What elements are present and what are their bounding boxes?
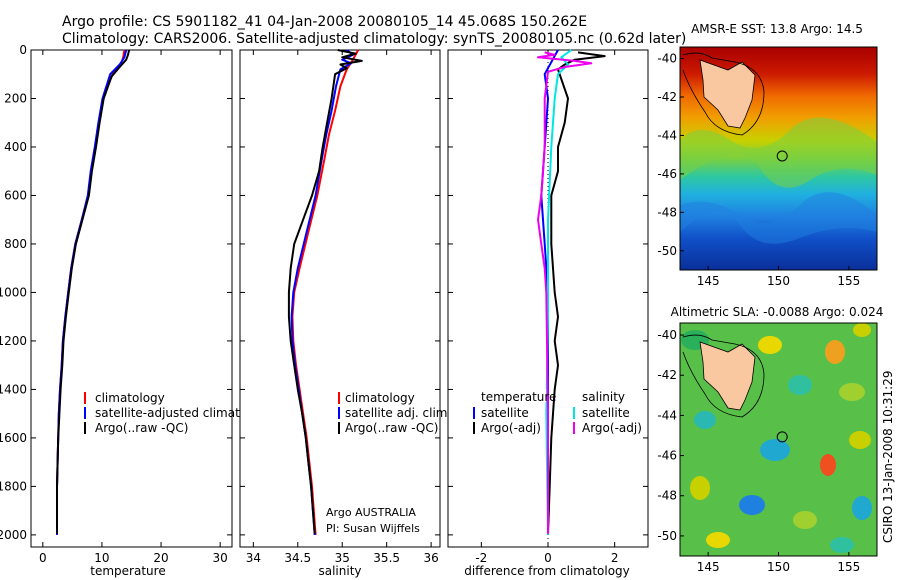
temp-series-line-2: [56, 49, 131, 534]
map-y-tick-label: -48: [657, 205, 677, 219]
sst-map-ticks: 145 150 155 -40 -42 -44 -46 -48 -50: [657, 52, 860, 288]
figure-title-line1: Argo profile: CS 5901182_41 04-Jan-2008 …: [62, 14, 587, 30]
map-y-tick-label: -44: [657, 128, 677, 142]
map-y-tick-label: -46: [657, 449, 677, 463]
map-y-tick-label: -40: [657, 328, 677, 342]
difference-legend-salinity-title: salinity: [582, 390, 625, 404]
sst-profile-location-marker: [776, 150, 788, 162]
difference-y-ticks: [448, 49, 648, 536]
salinity-x-label: salinity: [318, 564, 361, 578]
difference-legend-sal-argo: Argo(-adj): [582, 421, 642, 435]
y-tick-label: 400: [4, 140, 27, 154]
temperature-series-lines: [56, 49, 131, 535]
temperature-legend-satellite: satellite-adjusted climatology: [95, 406, 273, 420]
y-tick-label: 1000: [0, 285, 27, 299]
map-y-tick-label: -40: [657, 52, 677, 66]
sal-x-tick-label: 34: [246, 551, 261, 565]
map-y-tick-label: -50: [657, 529, 677, 543]
sla-profile-location-marker: [776, 431, 788, 443]
salinity-legend-climatology: climatology: [345, 391, 415, 405]
temperature-x-label: temperature: [90, 564, 165, 578]
salinity-x-axis: 34 34.5 35 35.5 36: [246, 50, 439, 565]
csiro-timestamp-label: CSIRO 13-Jan-2008 10:31:29: [881, 371, 895, 543]
map-x-tick-label: 155: [837, 560, 860, 574]
sal-series-line-2: [287, 49, 363, 534]
salinity-axes-frame: [239, 49, 441, 548]
map-x-tick-label: 150: [767, 560, 790, 574]
y-tick-label: 600: [4, 188, 27, 202]
map-y-tick-label: -44: [657, 408, 677, 422]
y-tick-label: 1600: [0, 431, 27, 445]
difference-legend: temperature salinity satellite Argo(-adj…: [473, 389, 642, 435]
sal-x-tick-label: 36: [423, 551, 438, 565]
difference-legend-temp-argo: Argo(-adj): [481, 421, 541, 435]
map-y-tick-label: -48: [657, 489, 677, 503]
salinity-annotation-pi: PI: Susan Wijffels: [326, 522, 420, 535]
salinity-series-lines: [287, 49, 363, 535]
temp-x-tick-label: 10: [94, 551, 109, 565]
temperature-legend: climatology satellite-adjusted climatolo…: [84, 391, 273, 435]
difference-legend-temp-satellite: satellite: [481, 406, 529, 420]
sla-map-title: Altimetric SLA: -0.0088 Argo: 0.024: [671, 305, 884, 319]
diff-series-line-3: [537, 51, 593, 534]
temp-x-tick-label: 30: [213, 551, 228, 565]
sal-x-tick-label: 35.5: [373, 551, 400, 565]
map-x-tick-label: 145: [697, 560, 720, 574]
temperature-x-axis: 0 10 20 30: [39, 50, 228, 565]
y-tick-label: 0: [19, 43, 27, 57]
difference-legend-bg: [474, 389, 546, 402]
map-x-tick-label: 145: [697, 274, 720, 288]
map-y-tick-label: -42: [657, 368, 677, 382]
temperature-legend-climatology: climatology: [95, 391, 165, 405]
y-tick-label: 800: [4, 237, 27, 251]
diff-x-tick-label: 0: [544, 551, 552, 565]
temp-x-tick-label: 0: [39, 551, 47, 565]
y-tick-label: 200: [4, 91, 27, 105]
diff-x-tick-label: 2: [611, 551, 619, 565]
temperature-y-axis: 0 200 400 600 800 1000 1200 1400 1600 1800 2000: [0, 43, 232, 542]
difference-legend-sal-satellite: satellite: [582, 406, 630, 420]
map-y-tick-label: -42: [657, 90, 677, 104]
sla-map-ticks: 145 150 155 -40 -42 -44 -46 -48 -50: [657, 328, 860, 574]
sst-shelf-contour: [682, 52, 765, 136]
y-tick-label: 2000: [0, 528, 27, 542]
sla-map-panel: Altimetric SLA: -0.0088 Argo: 0.024: [657, 305, 883, 574]
salinity-panel: 34 34.5 35 35.5 36 salinity climatology sate…: [239, 49, 451, 578]
difference-x-label: difference from climatology: [464, 564, 630, 578]
temperature-panel: 0 200 400 600 800 1000 1200 1400 1600 1800 2000 0 1…: [0, 43, 273, 578]
diff-x-tick-label: -2: [475, 551, 487, 565]
salinity-legend-argo: Argo(..raw -QC): [345, 421, 438, 435]
sla-anomaly-blobs: [681, 323, 872, 553]
sst-map-panel: AMSR-E SST: 13.8 Argo: 14.5 145 150 155 -40…: [657, 22, 878, 288]
map-y-tick-label: -50: [657, 244, 677, 258]
sla-shelf-contour: [682, 334, 765, 418]
figure-title-line2: Climatology: CARS2006. Satellite-adjuste…: [62, 31, 686, 47]
diff-series-line-1: [547, 51, 606, 534]
difference-legend-temperature-title: temperature: [481, 390, 556, 404]
y-tick-label: 1200: [0, 334, 27, 348]
difference-panel: -2 0 2 difference from climatology tempera…: [447, 49, 649, 578]
sst-map-title: AMSR-E SST: 13.8 Argo: 14.5: [691, 22, 863, 36]
difference-series-lines: [537, 49, 606, 535]
salinity-legend-satellite: satellite adj. clim.: [345, 406, 451, 420]
salinity-legend: climatology satellite adj. clim. Argo(..…: [338, 391, 451, 435]
sal-x-tick-label: 34.5: [284, 551, 311, 565]
y-tick-label: 1400: [0, 382, 27, 396]
temperature-axes-frame: [30, 49, 233, 548]
salinity-y-ticks: [240, 49, 440, 536]
map-x-tick-label: 155: [837, 274, 860, 288]
y-tick-label: 1800: [0, 479, 27, 493]
sst-cool-band: [680, 192, 877, 244]
sal-x-tick-label: 35: [335, 551, 350, 565]
map-y-tick-label: -46: [657, 167, 677, 181]
salinity-annotation-argo-australia: Argo AUSTRALIA: [326, 506, 416, 519]
map-x-tick-label: 150: [767, 274, 790, 288]
temp-x-tick-label: 20: [153, 551, 168, 565]
temperature-legend-argo: Argo(..raw -QC): [95, 421, 188, 435]
